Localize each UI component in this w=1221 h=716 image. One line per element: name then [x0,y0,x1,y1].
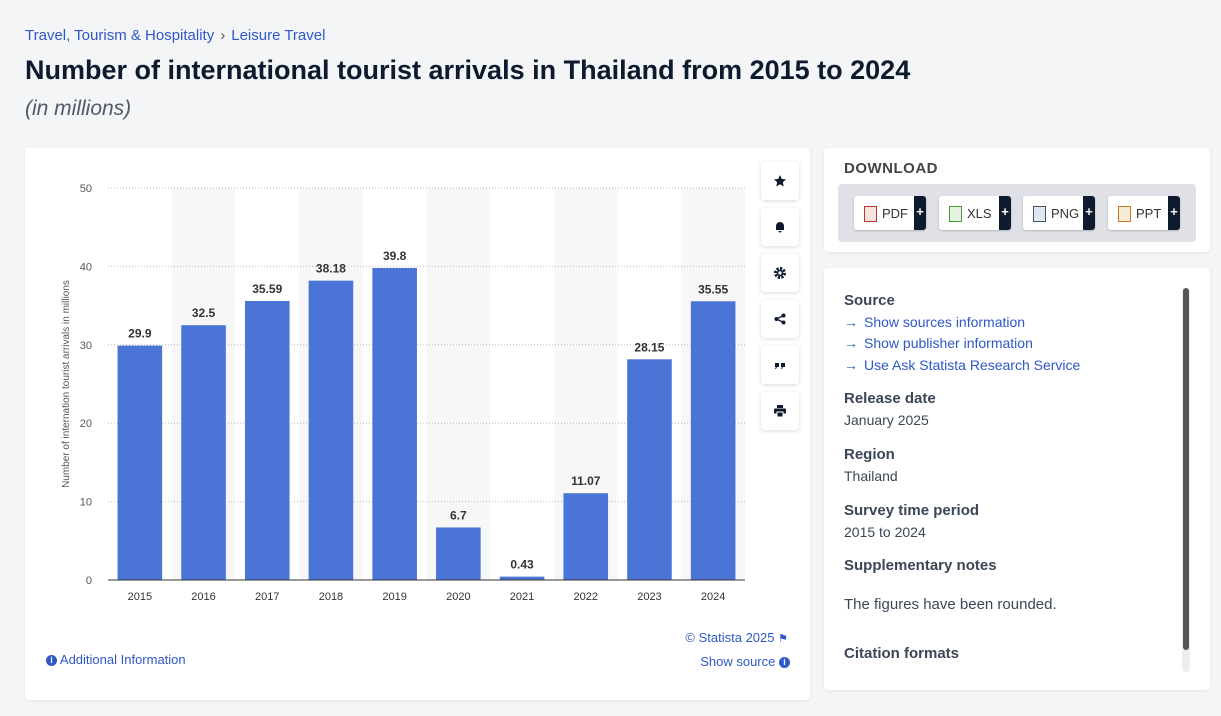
download-button[interactable]: PNG + [1023,196,1095,230]
x-tick-label: 2016 [191,591,215,603]
chart-card: 0 10 20 30 40 50 Number of internation tourist… [25,148,810,700]
x-tick-label: 2019 [382,591,406,603]
page-title: Number of international tourist arrivals… [25,55,911,85]
region-heading: Region [844,446,895,463]
data-label: 6.7 [450,508,467,522]
release-date-heading: Release date [844,390,936,407]
data-label: 35.55 [698,282,728,296]
download-bar: PDF + XLS + PNG + PPT + [838,184,1196,242]
notes-heading: Supplementary notes [844,557,997,574]
release-date: January 2025 [844,412,929,428]
data-label: 35.59 [252,282,282,296]
y-tick-label: 50 [80,183,92,195]
download-card: DOWNLOAD PDF + XLS + PNG + PPT + [824,148,1210,252]
y-axis-label: Number of internation tourist arrivals i… [61,280,72,488]
band-stripe [426,188,491,580]
data-label: 0.43 [510,558,534,572]
show-source-link[interactable]: Show source i [700,654,790,669]
data-label: 11.07 [571,474,601,488]
source-link[interactable]: Show publisher information [844,335,1033,351]
cite-button[interactable] [761,346,799,384]
bar [308,280,354,580]
x-tick-label: 2021 [510,591,534,603]
bar [563,493,609,580]
details-card: Source Show sources information Show pub… [824,268,1210,690]
data-label: 29.9 [128,327,152,341]
x-tick-label: 2015 [128,591,152,603]
download-button[interactable]: PDF + [854,196,926,230]
x-tick-label: 2024 [701,591,725,603]
copyright: © Statista 2025 ⚑ [685,630,788,645]
y-tick-label: 20 [80,418,92,430]
source-heading: Source [844,292,895,309]
bar [627,359,672,580]
x-tick-label: 2018 [319,591,343,603]
bar [372,267,417,580]
share-button[interactable] [761,300,799,338]
additional-info-link[interactable]: i Additional Information [46,652,186,667]
print-button[interactable] [761,392,799,430]
bar [690,301,736,580]
bar [499,576,545,580]
survey-period-heading: Survey time period [844,502,980,519]
x-tick-label: 2022 [574,591,598,603]
bar [244,300,290,580]
data-label: 28.15 [634,340,664,354]
bar [181,325,226,580]
source-link[interactable]: Use Ask Statista Research Service [844,357,1080,373]
bar [436,527,481,580]
breadcrumb-link[interactable]: Leisure Travel [231,27,326,44]
y-tick-label: 10 [80,497,92,509]
data-label: 38.18 [316,262,346,276]
y-tick-label: 30 [80,340,92,352]
region: Thailand [844,468,898,484]
favorite-button[interactable] [761,162,799,200]
download-button[interactable]: XLS + [939,196,1011,230]
y-tick-label: 40 [80,261,92,273]
breadcrumb: Travel, Tourism & Hospitality › Leisure Tr… [25,27,326,44]
citation-heading: Citation formats [844,645,960,662]
notes: The figures have been rounded. [844,596,1057,613]
breadcrumb-link[interactable]: Travel, Tourism & Hospitality [25,27,215,44]
source-link[interactable]: Show sources information [844,314,1025,330]
download-heading: DOWNLOAD [844,160,938,177]
scrollbar-thumb[interactable] [1183,288,1189,650]
y-tick-label: 0 [86,575,92,587]
download-button[interactable]: PPT + [1108,196,1180,230]
chart: 0 10 20 30 40 50 Number of internation tourist… [61,183,745,603]
data-label: 32.5 [192,306,216,320]
bar [117,345,163,580]
x-tick-label: 2017 [255,591,279,603]
page-subtitle: (in millions) [25,97,132,120]
survey-period: 2015 to 2024 [844,524,926,540]
data-label: 39.8 [383,249,407,263]
alert-button[interactable] [761,208,799,246]
x-tick-label: 2023 [637,591,661,603]
x-tick-label: 2020 [446,591,470,603]
settings-button[interactable] [761,254,799,292]
